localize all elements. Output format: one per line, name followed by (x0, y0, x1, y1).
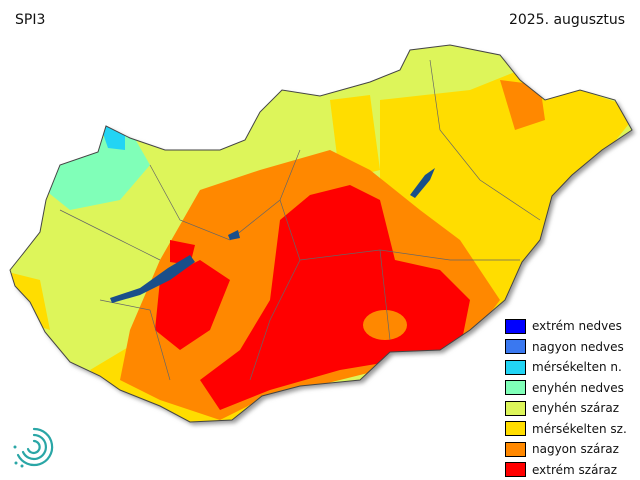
legend-swatch (505, 339, 526, 355)
legend-item: mérsékelten sz. (505, 419, 627, 440)
legend-label: extrém száraz (532, 462, 618, 477)
legend-item: enyhén száraz (505, 398, 627, 419)
legend-swatch (505, 318, 526, 334)
legend-swatch (505, 359, 526, 375)
legend-label: nagyon száraz (532, 442, 619, 457)
legend-item: enyhén nedves (505, 378, 627, 399)
legend: extrém nedves nagyon nedves mérsékelten … (505, 316, 627, 480)
legend-item: extrém száraz (505, 460, 627, 480)
legend-label: mérsékelten sz. (532, 421, 627, 436)
zone-extrem-szaraz-west (155, 260, 230, 350)
lake-tisza (410, 168, 435, 198)
zone-nagyon-szaraz-island (363, 310, 407, 340)
legend-label: mérsékelten n. (532, 360, 622, 375)
legend-label: enyhén nedves (532, 380, 624, 395)
legend-item: extrém nedves (505, 316, 627, 337)
zone-nagyon-szaraz-ne (500, 80, 545, 130)
legend-item: mérsékelten n. (505, 357, 627, 378)
legend-swatch (505, 462, 526, 478)
lake-balaton (110, 255, 195, 303)
period-title: 2025. augusztus (508, 12, 625, 28)
legend-item: nagyon száraz (505, 439, 627, 460)
legend-label: extrém nedves (532, 319, 622, 334)
lake-velence (228, 230, 240, 240)
legend-swatch (505, 441, 526, 457)
legend-swatch (505, 400, 526, 416)
legend-item: nagyon nedves (505, 337, 627, 358)
legend-swatch (505, 380, 526, 396)
legend-swatch (505, 421, 526, 437)
omsz-logo-icon (13, 427, 54, 468)
legend-label: nagyon nedves (532, 339, 624, 354)
index-title: SPI3 (15, 12, 46, 28)
legend-label: enyhén száraz (532, 401, 619, 416)
